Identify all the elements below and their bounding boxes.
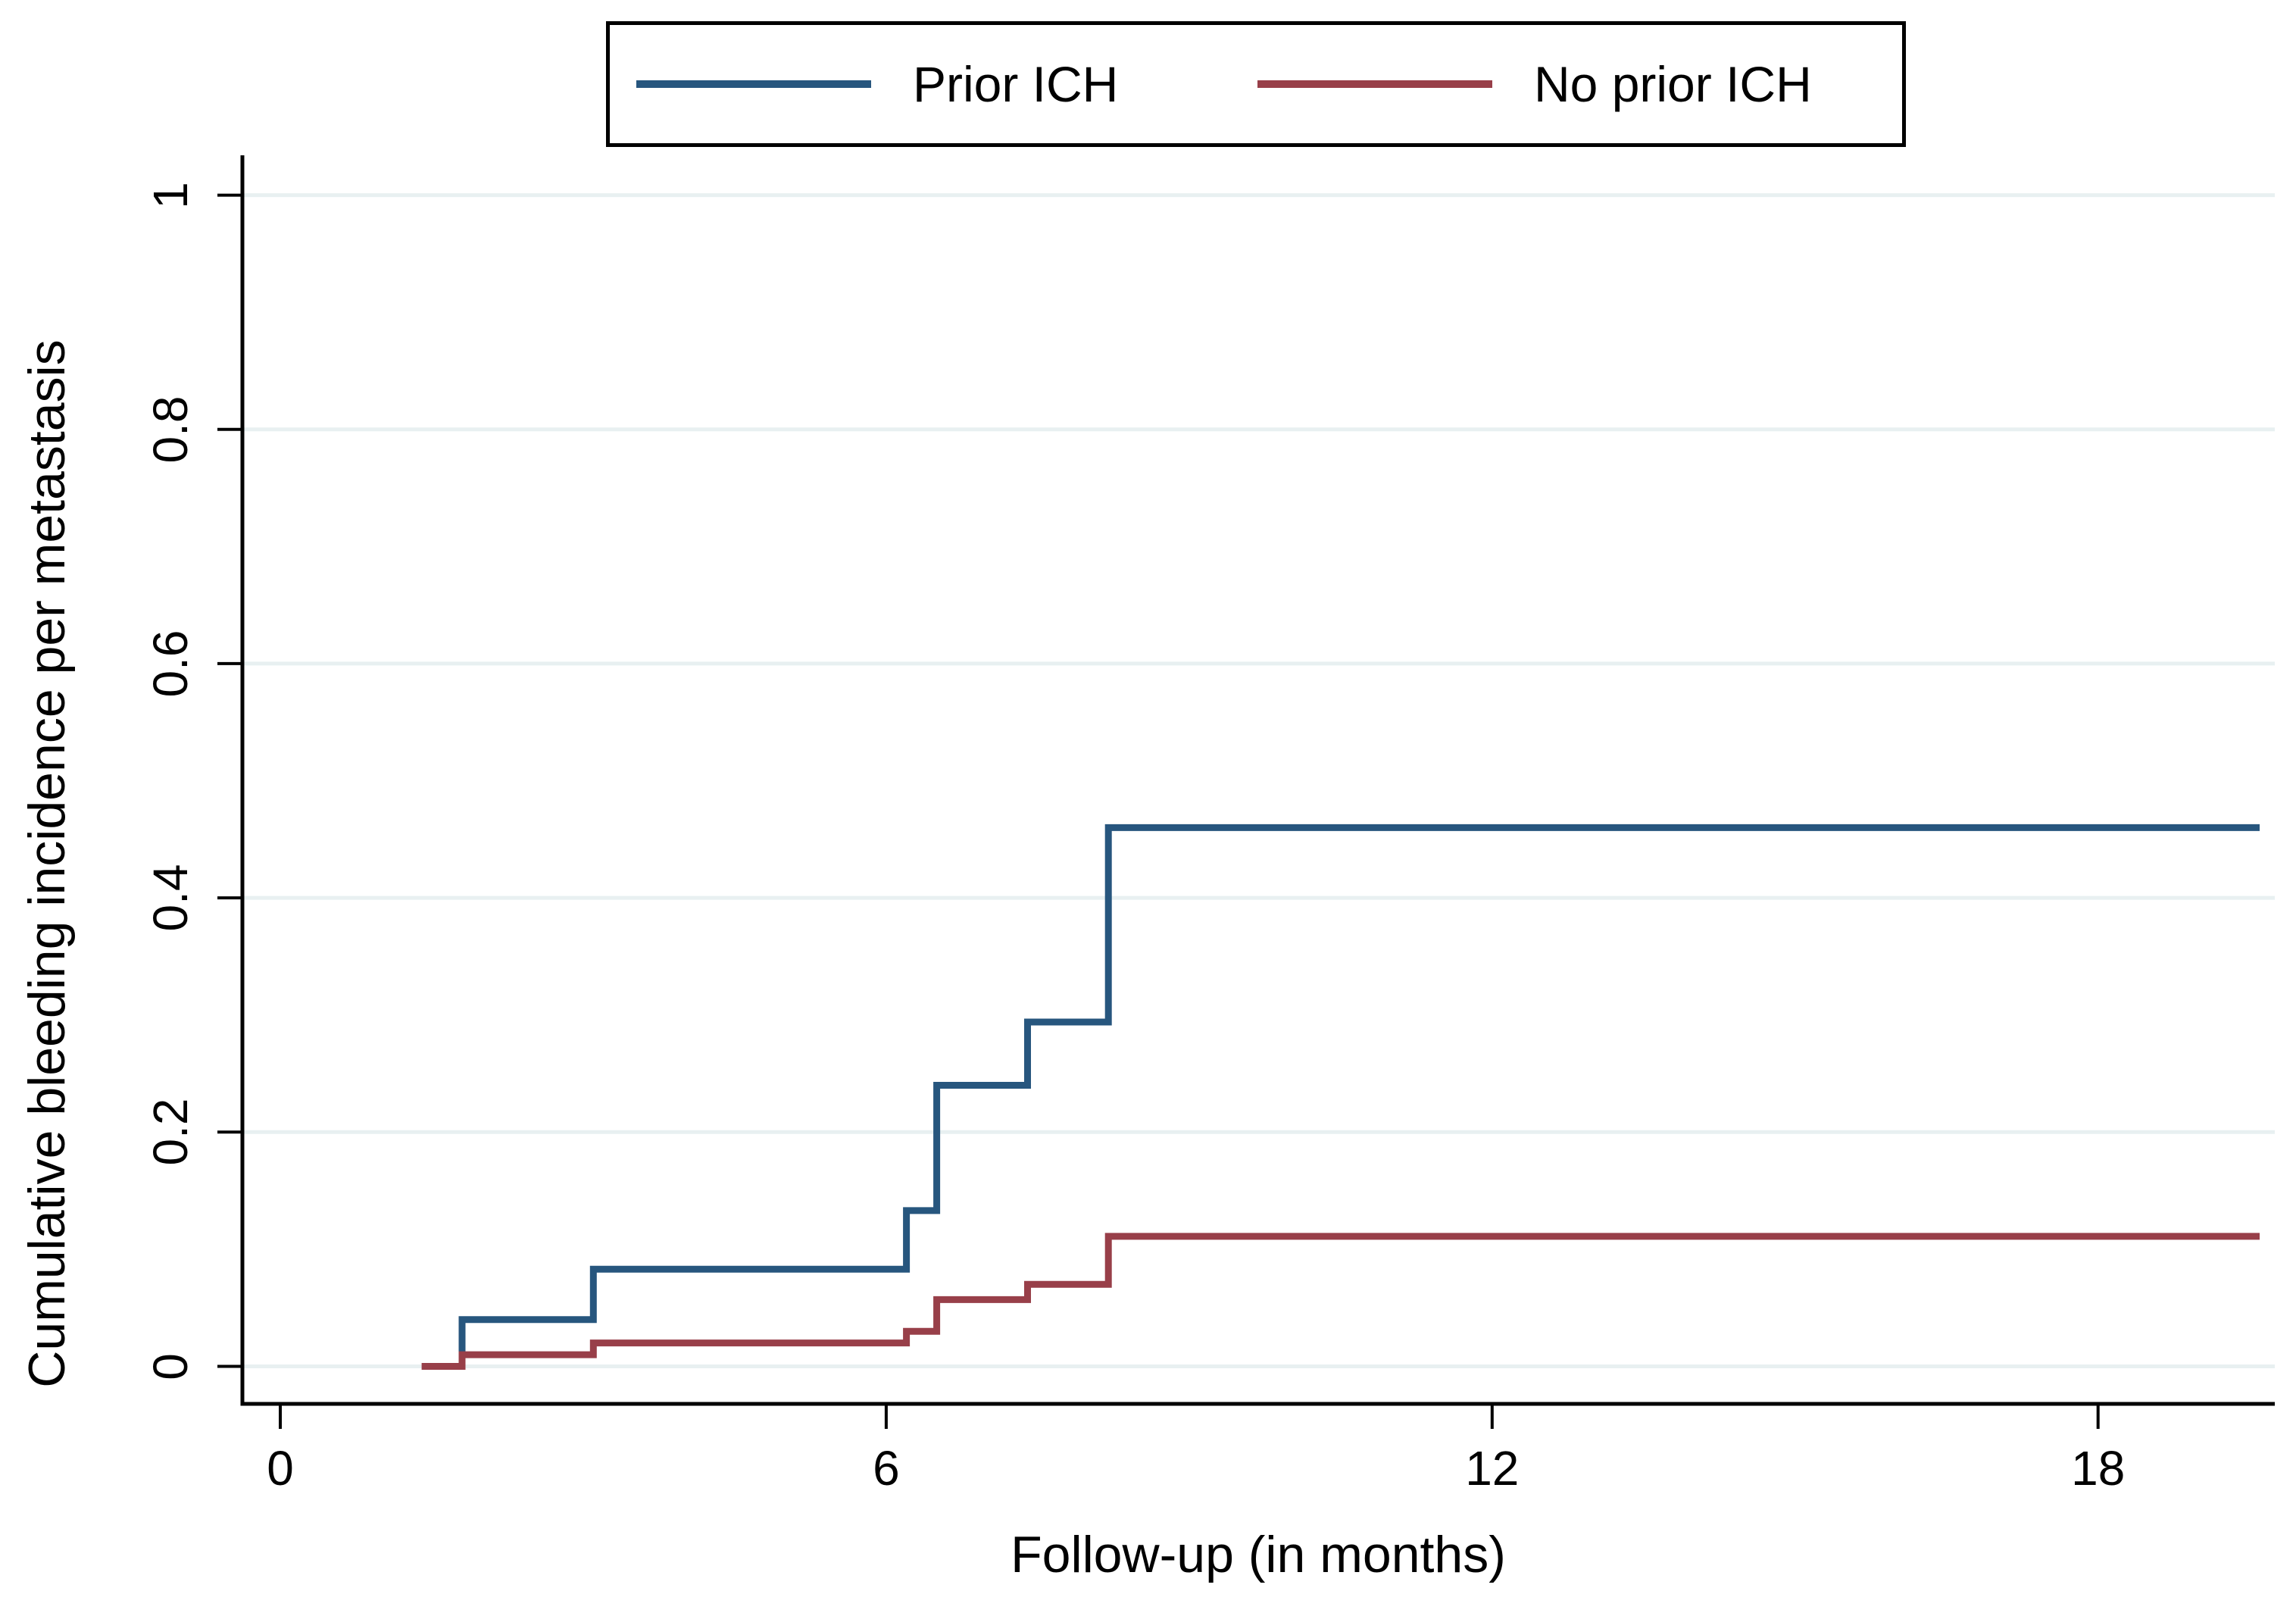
y-axis-title: Cumulative bleeding incidence per metast… [18,339,76,1388]
x-tick-label-18: 18 [2071,1441,2126,1496]
legend: Prior ICH No prior ICH [606,21,1906,147]
y-tick-label-1: 1 [143,181,198,209]
y-tick-label-0.6: 0.6 [143,630,198,698]
legend-label-no-prior-ich: No prior ICH [1534,56,1812,112]
x-tick-label-6: 6 [873,1441,900,1496]
legend-item-prior-ich: Prior ICH [636,25,1118,143]
x-axis-title: Follow-up (in months) [1011,1526,1506,1583]
y-tick-label-0: 0 [143,1352,198,1380]
y-tick-label-0.4: 0.4 [143,864,198,932]
legend-line-swatch-prior-ich [636,80,871,88]
legend-line-swatch-no-prior-ich [1257,80,1492,88]
x-tick-label-12: 12 [1465,1441,1520,1496]
legend-item-no-prior-ich: No prior ICH [1257,25,1812,143]
legend-label-prior-ich: Prior ICH [913,56,1119,112]
y-tick-label-0.2: 0.2 [143,1098,198,1166]
series-line-no-prior-ich [421,1233,2260,1370]
x-tick-label-0: 0 [267,1441,294,1496]
y-tick-label-0.8: 0.8 [143,395,198,464]
series-line-prior-ich [458,824,2260,1367]
